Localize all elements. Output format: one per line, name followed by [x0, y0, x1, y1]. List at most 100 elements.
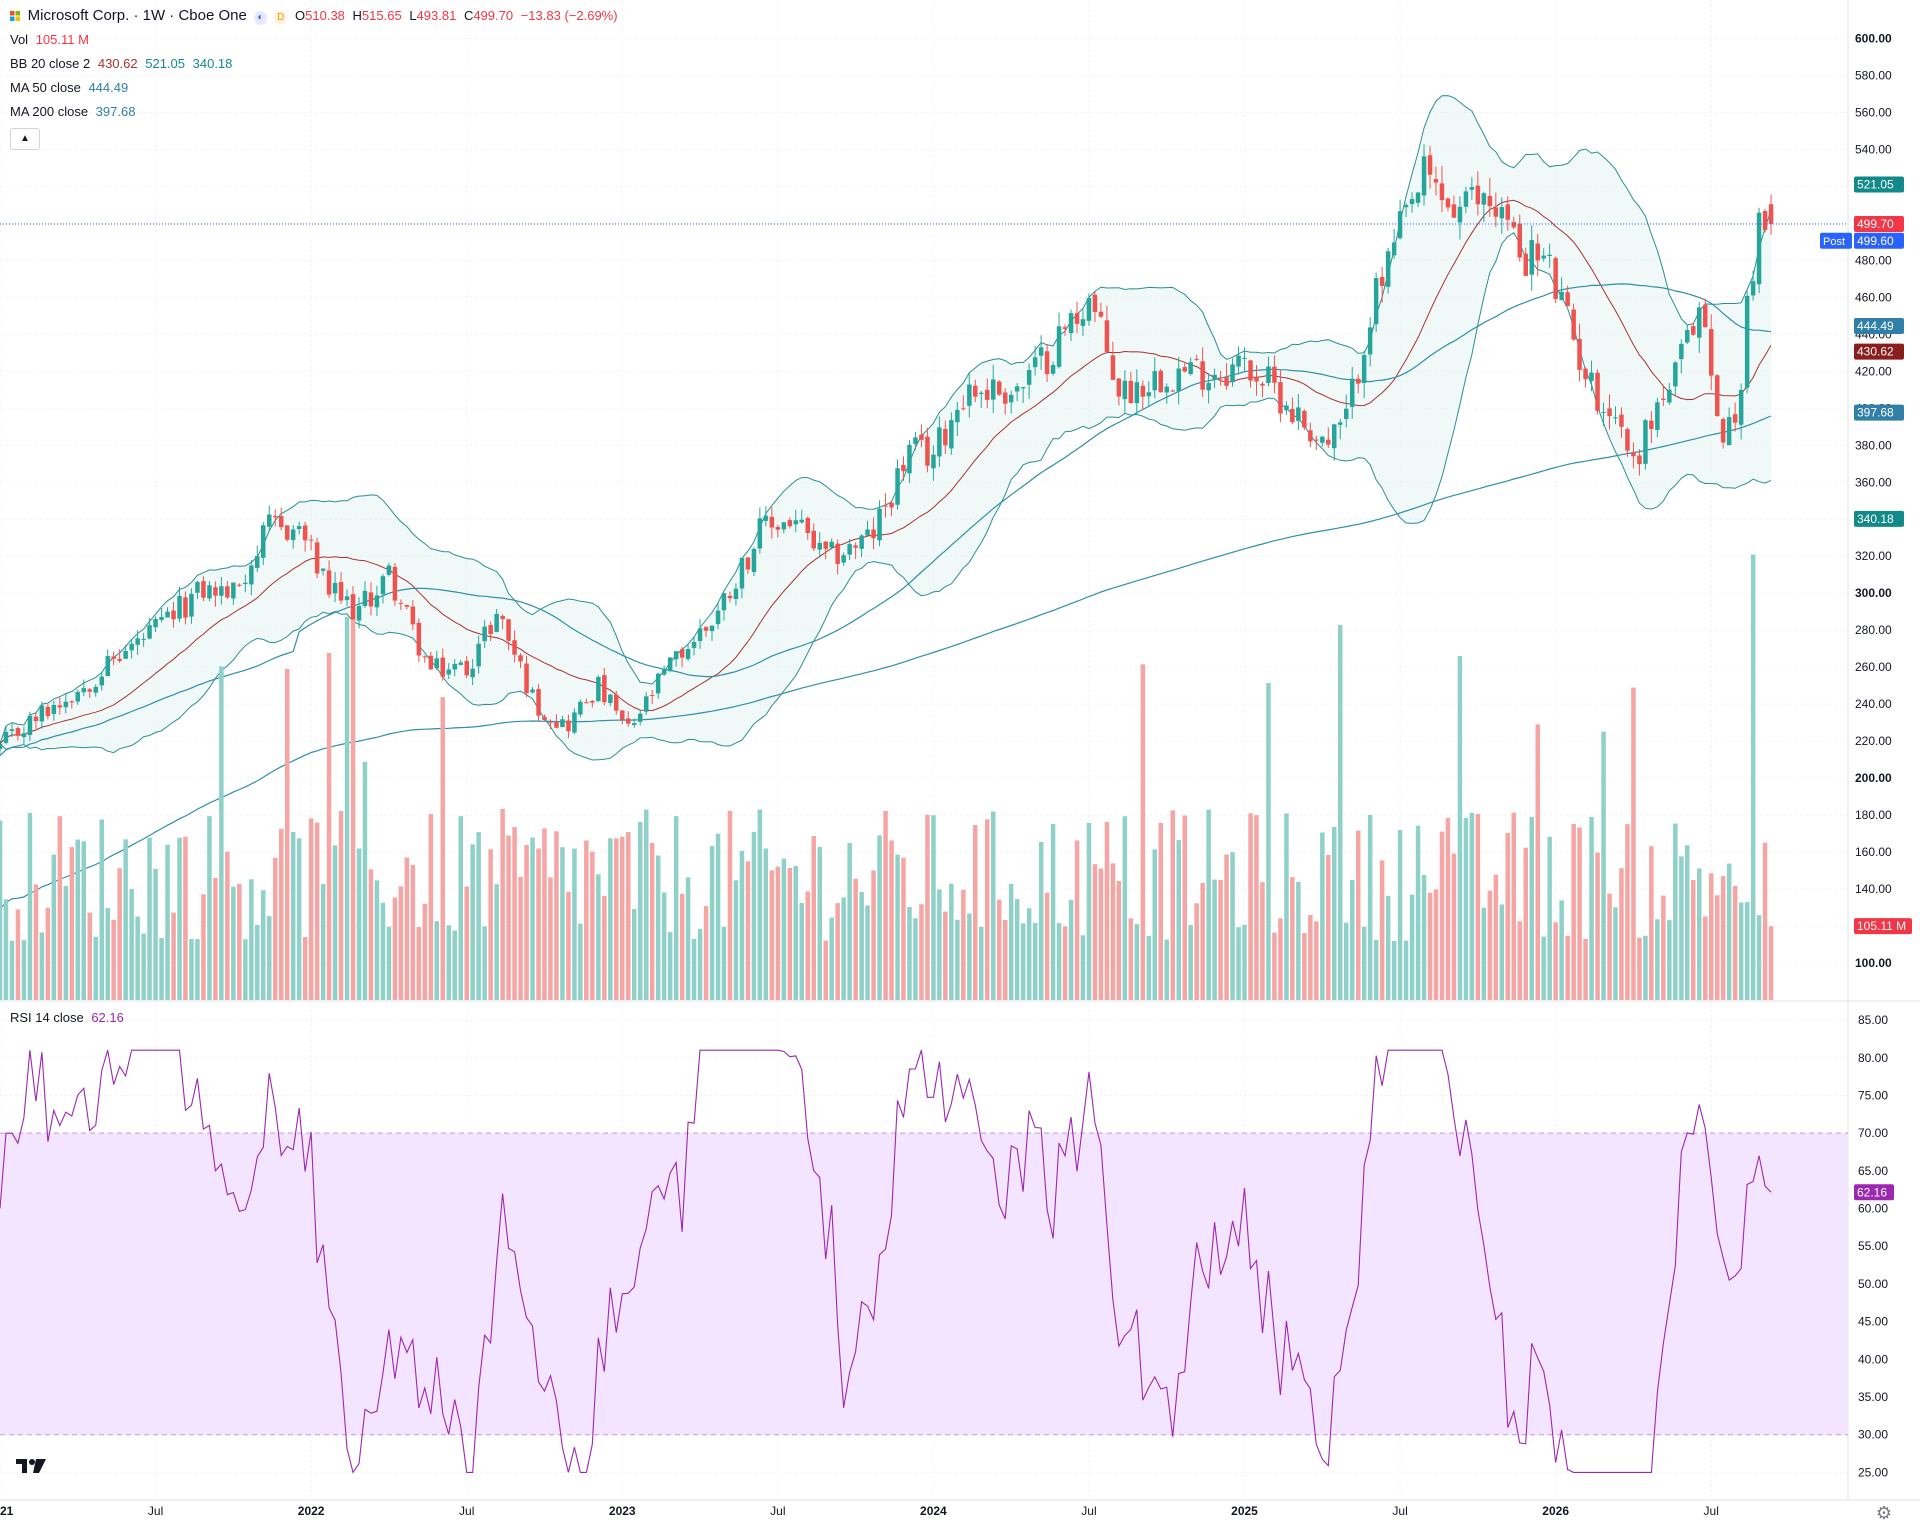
candle-body [1541, 255, 1546, 259]
candle-body [135, 638, 140, 645]
volume-bar [614, 838, 619, 1000]
volume-bar [919, 904, 924, 1000]
candle-body [69, 701, 75, 703]
volume-bar [362, 761, 368, 1000]
last-price-tag-bg [1854, 215, 1904, 232]
candle-body [285, 525, 290, 540]
bb-basis-price-tag: 430.62 [1857, 345, 1894, 359]
volume-bar [81, 841, 86, 1000]
high-value: 515.65 [361, 8, 402, 23]
tradingview-logo-icon[interactable] [14, 1456, 46, 1478]
candle-body [267, 514, 272, 527]
market-closed-icon[interactable]: ◐ [254, 11, 267, 25]
candle-body [9, 729, 15, 731]
volume-bar [1140, 664, 1146, 1000]
volume-bar [1607, 893, 1612, 1000]
volume-bar [1098, 868, 1104, 1000]
candle-body [889, 502, 894, 508]
rsi-legend[interactable]: RSI 14 close 62.16 [10, 1010, 128, 1026]
candle-body [1248, 360, 1253, 381]
volume-bar [985, 819, 990, 1000]
volume-bar [1020, 923, 1026, 1000]
ma200-price-tag: 397.68 [1857, 406, 1894, 420]
candle-body [249, 565, 254, 585]
volume-bar [249, 879, 254, 1000]
settings-gear-icon[interactable]: ⚙ [1875, 1503, 1893, 1523]
candle-body [1589, 372, 1594, 381]
volume-bar [1559, 900, 1564, 1000]
vol-legend[interactable]: Vol 105.11 M [10, 32, 93, 48]
candle-body [105, 656, 110, 676]
candle-body [470, 668, 475, 678]
volume-bar [1685, 845, 1690, 1000]
candle-body [602, 675, 607, 703]
candle-body [189, 593, 194, 617]
rsi-axis-label: 40.00 [1858, 1352, 1888, 1366]
volume-bar [1493, 874, 1499, 1000]
volume-bar [320, 883, 326, 1000]
volume-bar [901, 857, 906, 1000]
candle-body [1332, 424, 1337, 449]
volume-bar [560, 847, 565, 1000]
candle-body [488, 625, 493, 635]
candle-body [931, 454, 936, 469]
candle-body [1529, 240, 1534, 275]
volume-bar [165, 844, 170, 1000]
candle-body [673, 651, 679, 660]
price-axis-label: 220.00 [1855, 734, 1892, 748]
candle-body [1637, 455, 1642, 465]
candle-body [1158, 370, 1163, 393]
volume-bar [21, 940, 27, 1000]
volume-bar [1661, 895, 1666, 1000]
candle-body [733, 588, 739, 599]
change-value: −13.83 (−2.69%) [520, 8, 618, 23]
volume-bar [1224, 854, 1229, 1000]
candle-body [1308, 430, 1313, 442]
time-axis-label: Jul [1704, 1504, 1719, 1518]
volume-bar [1170, 810, 1175, 1000]
candle-body [685, 649, 691, 659]
time-axis: 2021 Jul 2022 Jul 2023 Jul 2024 Jul 2025 Jul 2026 J… [0, 1504, 1719, 1518]
ma50-legend[interactable]: MA 50 close 444.49 [10, 80, 132, 96]
volume-bar [667, 932, 673, 1000]
candle-body [255, 556, 260, 568]
candle-body [691, 642, 697, 648]
candle-body [632, 723, 637, 726]
symbol-title[interactable]: Microsoft Corp. · 1W · Cboe One [27, 7, 247, 24]
volume-bar [907, 907, 912, 1000]
candle-body [1553, 258, 1558, 299]
volume-bar [1068, 899, 1074, 1000]
volume-bar [871, 870, 876, 1000]
volume-bar [1475, 814, 1481, 1000]
delayed-data-badge[interactable]: D [274, 11, 288, 25]
price-axis-label: 160.00 [1855, 845, 1892, 859]
candle-body [626, 718, 631, 724]
candle-body [997, 381, 1002, 395]
volume-bar [1218, 880, 1223, 1000]
ma200-legend[interactable]: MA 200 close 397.68 [10, 104, 139, 120]
collapse-legend-button[interactable]: ▲ [10, 128, 40, 150]
candle-body [368, 592, 374, 607]
volume-bar [1092, 864, 1098, 1000]
bb-legend[interactable]: BB 20 close 2 430.62 521.05 340.18 [10, 56, 236, 72]
candle-body [1074, 313, 1080, 324]
volume-bar [482, 926, 487, 1000]
volume-bar [1062, 926, 1068, 1000]
candle-body [1068, 313, 1074, 334]
volume-bar [344, 616, 350, 1000]
volume-bar [201, 894, 206, 1000]
volume-bar [476, 832, 481, 1000]
bb-lower-price-tag-bg [1854, 510, 1904, 527]
post-price-tag: 499.60 [1857, 234, 1894, 248]
candle-body [380, 576, 386, 595]
candle-body [973, 385, 978, 397]
candle-body [1182, 367, 1187, 372]
ma50-price-tag-bg [1854, 318, 1904, 335]
candle-body [1517, 223, 1522, 258]
candle-body [1008, 394, 1014, 403]
candle-body [1092, 294, 1098, 312]
volume-bar [733, 880, 739, 1000]
volume-bar [290, 831, 296, 1000]
candle-body [290, 529, 296, 541]
